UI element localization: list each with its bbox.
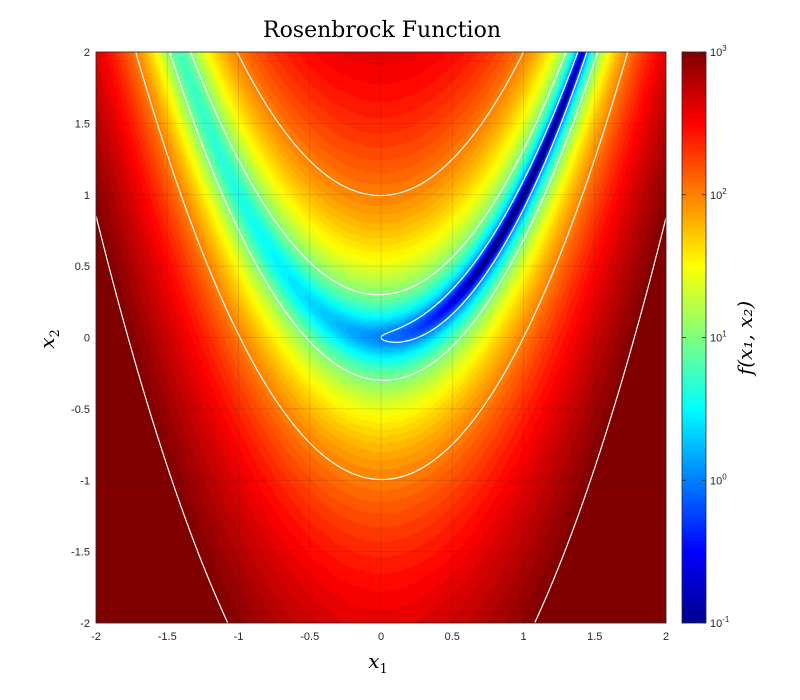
contour-line bbox=[380, 52, 579, 338]
x-tick-label: -1.5 bbox=[158, 631, 177, 643]
x-tick-label: 2 bbox=[663, 631, 669, 643]
colorbar-tick-label: 10-1 bbox=[710, 615, 730, 630]
chart-title: Rosenbrock Function bbox=[263, 18, 501, 43]
colorbar-tick-label: 100 bbox=[710, 472, 727, 487]
colorbar-tick-label: 102 bbox=[710, 187, 727, 202]
colorbar-ticks: 10-1 100 101 102 103 bbox=[682, 44, 730, 630]
x-tick-label: 0.5 bbox=[445, 631, 460, 643]
contour-line bbox=[169, 52, 599, 381]
y-tick-label: 0 bbox=[84, 333, 90, 345]
x-tick-label: -1 bbox=[234, 631, 244, 643]
contour-line bbox=[380, 52, 588, 343]
y-axis-label: x2 bbox=[35, 329, 63, 349]
plot-area bbox=[95, 51, 667, 624]
y-tick-label: -1 bbox=[80, 475, 90, 487]
y-tick-label: -0.5 bbox=[71, 404, 90, 416]
x-tick-label: 0 bbox=[378, 631, 384, 643]
contour-line bbox=[534, 217, 667, 623]
x-tick-label: -0.5 bbox=[300, 631, 319, 643]
contour-line bbox=[135, 52, 629, 481]
contour-line bbox=[95, 215, 229, 623]
colorbar-tick-label: 101 bbox=[710, 330, 727, 345]
x-axis-ticks: -2 -1.5 -1 -0.5 0 0.5 1 1.5 2 bbox=[91, 631, 669, 643]
plot-frame bbox=[95, 51, 667, 624]
y-tick-label: 1.5 bbox=[75, 118, 90, 130]
x-tick-label: 1 bbox=[520, 631, 526, 643]
y-axis-ticks: -2 -1.5 -1 -0.5 0 0.5 1 1.5 2 bbox=[71, 47, 90, 630]
y-tick-label: 2 bbox=[84, 47, 90, 59]
x-axis-label: x1 bbox=[368, 649, 388, 677]
colorbar: 10-1 100 101 102 103 bbox=[681, 44, 730, 630]
y-tick-label: 0.5 bbox=[75, 261, 90, 273]
y-tick-label: -1.5 bbox=[71, 547, 90, 559]
contour-line bbox=[236, 51, 525, 197]
contour-lines bbox=[95, 51, 667, 623]
y-tick-label: -2 bbox=[80, 618, 90, 630]
colorbar-label: f(x₁, x₂) bbox=[733, 301, 757, 377]
x-tick-label: 1.5 bbox=[587, 631, 602, 643]
contour-line bbox=[190, 51, 567, 296]
y-tick-label: 1 bbox=[84, 190, 90, 202]
x-tick-label: -2 bbox=[91, 631, 101, 643]
colorbar-tick-label: 103 bbox=[710, 44, 727, 59]
